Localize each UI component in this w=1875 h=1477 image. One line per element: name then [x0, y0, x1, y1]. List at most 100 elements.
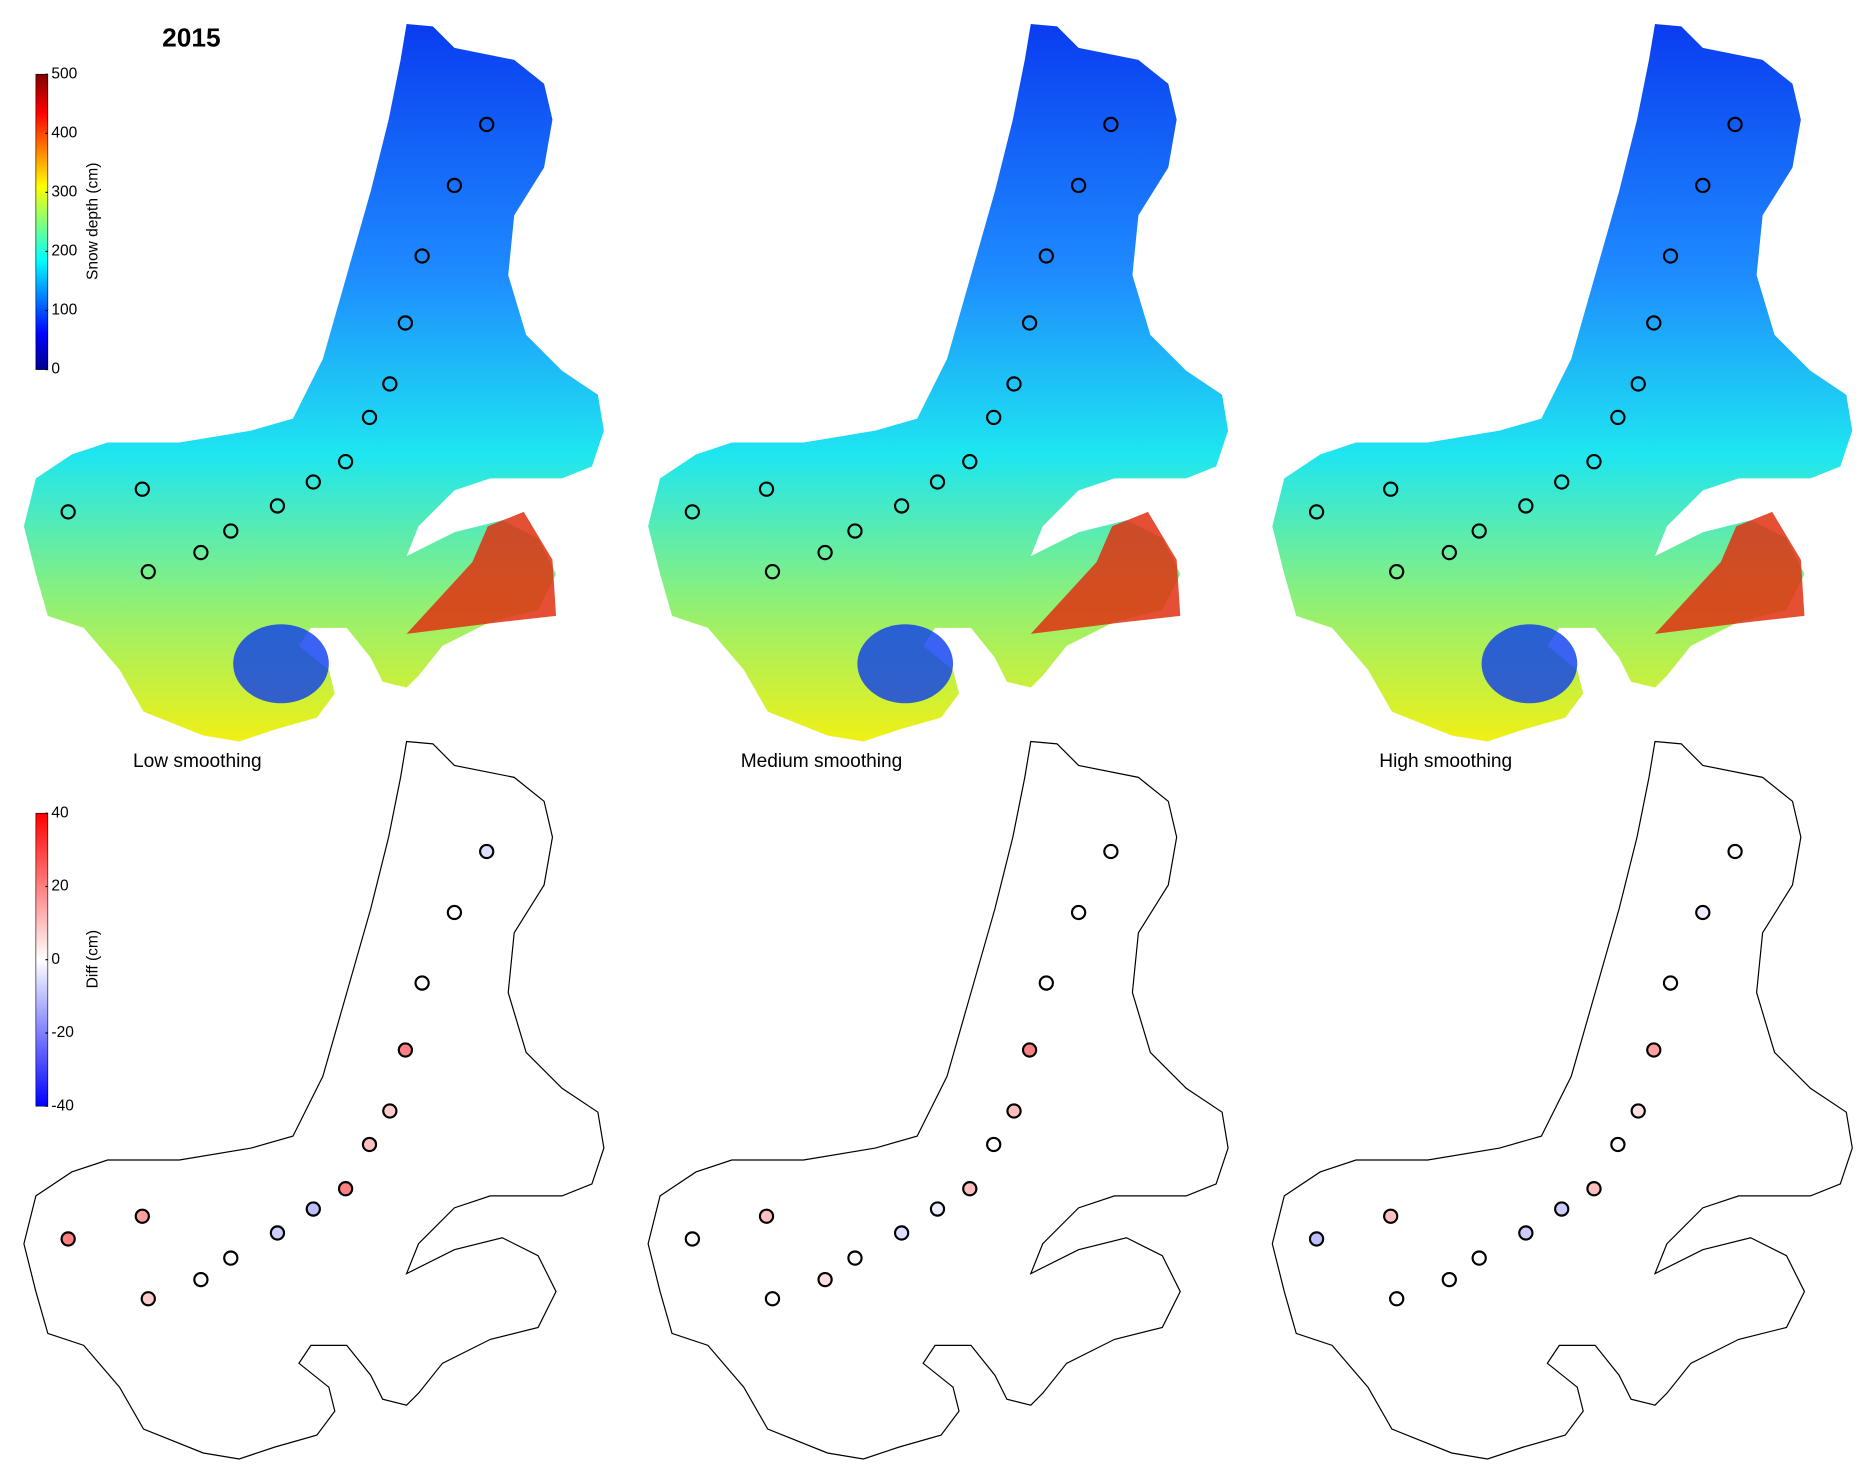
station-diff: [1695, 904, 1711, 921]
station: [305, 474, 321, 490]
glacier-outline: [1271, 740, 1853, 1460]
panel-title: Medium smoothing: [741, 751, 903, 772]
station-diff: [1038, 975, 1054, 991]
snow-depth-high-area: [406, 511, 557, 634]
depth-colorbar: [35, 73, 49, 370]
station-diff: [397, 1042, 414, 1058]
station-diff: [140, 1291, 156, 1307]
station: [1554, 474, 1570, 490]
station: [1586, 454, 1602, 470]
snow-depth-low-area: [857, 624, 954, 704]
station: [929, 474, 946, 490]
station-diff: [817, 1271, 833, 1288]
station: [60, 504, 76, 520]
station: [269, 498, 286, 514]
station: [140, 564, 156, 580]
colorbar-tick-label: 200: [51, 243, 77, 260]
figure-title: 2015: [162, 23, 221, 53]
snow-depth-map: [23, 24, 604, 742]
station: [684, 504, 701, 520]
station: [134, 481, 150, 497]
station-diff: [1727, 843, 1743, 860]
diff-colorbar-label: Diff (cm): [84, 930, 101, 988]
colorbar-tick-label: 0: [51, 951, 60, 968]
station: [1389, 564, 1405, 580]
station: [1646, 315, 1662, 331]
station: [382, 376, 398, 392]
station: [1006, 376, 1022, 392]
station-diff: [1630, 1103, 1646, 1119]
station: [397, 315, 414, 331]
station: [1103, 116, 1119, 133]
station-diff: [1070, 904, 1087, 921]
station: [1383, 481, 1399, 497]
station: [193, 544, 209, 561]
station: [986, 409, 1002, 426]
station-diff: [361, 1136, 378, 1153]
depth-colorbar-label: Snow depth (cm): [84, 163, 101, 280]
station-diff: [193, 1271, 209, 1288]
station: [1308, 504, 1325, 520]
station: [1021, 315, 1038, 331]
station: [1662, 248, 1679, 264]
snow-depth-high-area: [1654, 511, 1805, 634]
colorbar-tick-label: 100: [51, 302, 77, 319]
station: [847, 523, 863, 539]
station-diff: [1103, 843, 1119, 860]
station: [1630, 376, 1646, 392]
station-diff: [1006, 1103, 1022, 1119]
station-diff: [1646, 1042, 1662, 1058]
station: [361, 409, 378, 426]
station-diff: [1471, 1250, 1487, 1266]
station-diff: [1518, 1225, 1534, 1241]
station: [1610, 409, 1626, 426]
station-diff: [414, 975, 430, 991]
station: [817, 544, 833, 561]
station: [1695, 177, 1711, 194]
station-diff: [1586, 1181, 1602, 1197]
station-diff: [962, 1181, 978, 1197]
station-diff: [269, 1225, 286, 1241]
snow-depth-map: [648, 24, 1229, 742]
station: [1070, 177, 1087, 194]
station-diff: [1383, 1208, 1399, 1224]
station-diff: [929, 1201, 946, 1217]
panel-title: Low smoothing: [133, 751, 262, 772]
station-diff: [382, 1103, 398, 1119]
station-diff: [1308, 1231, 1325, 1247]
station-diff: [305, 1201, 321, 1217]
station-diff: [764, 1291, 781, 1307]
colorbar-tick-label: 400: [51, 124, 77, 141]
station: [1441, 544, 1457, 561]
snow-depth-high-area: [1030, 511, 1181, 634]
glacier-outline: [23, 740, 605, 1460]
colorbar-tick-label: 300: [51, 183, 77, 200]
station-diff: [223, 1250, 239, 1266]
station-diff: [986, 1136, 1002, 1153]
station-diff: [60, 1231, 76, 1247]
station: [758, 481, 775, 497]
station-diff: [134, 1208, 150, 1224]
station: [962, 454, 978, 470]
station: [1471, 523, 1487, 539]
station: [1518, 498, 1534, 514]
colorbar-tick-label: 20: [51, 878, 69, 895]
station-diff: [847, 1250, 863, 1266]
glacier-outline: [647, 740, 1229, 1460]
station: [414, 248, 430, 264]
station-diff: [446, 904, 463, 921]
colorbar-tick-label: -20: [51, 1024, 74, 1041]
snow-depth-low-area: [233, 624, 329, 704]
station: [223, 523, 239, 539]
colorbar-tick-label: 40: [51, 804, 69, 821]
station-diff: [337, 1181, 354, 1197]
station-diff: [1554, 1201, 1570, 1217]
station-diff: [1662, 975, 1679, 991]
station: [446, 177, 463, 194]
station-diff: [758, 1208, 775, 1224]
colorbar-tick-label: 0: [51, 361, 60, 378]
colorbar-tick-label: -40: [51, 1097, 74, 1114]
station-diff: [1441, 1271, 1457, 1288]
colorbar-tick-label: 500: [51, 65, 77, 82]
